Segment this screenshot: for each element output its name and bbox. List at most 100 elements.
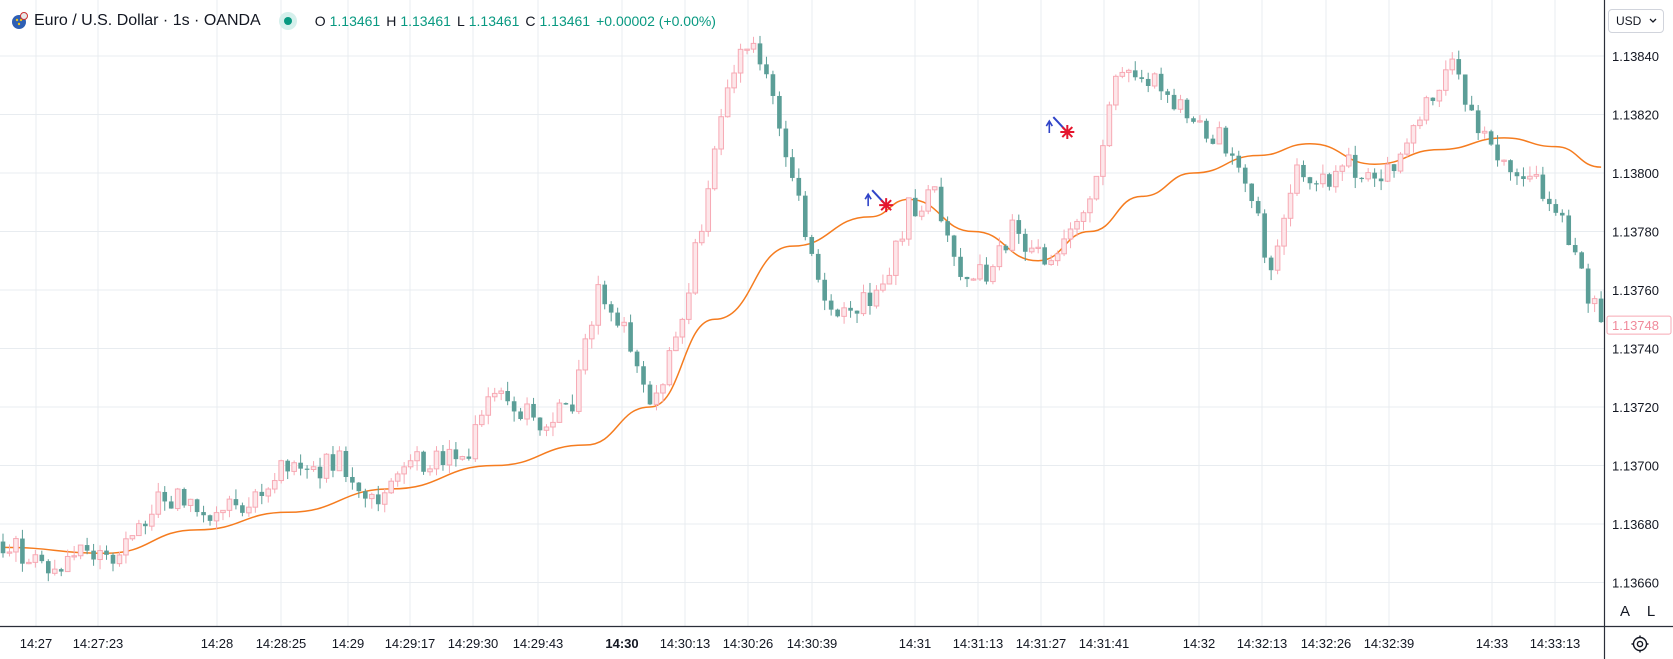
candle-body: [1262, 213, 1267, 258]
candle-body: [162, 491, 168, 502]
symbol-title[interactable]: Euro / U.S. Dollar · 1s · OANDA: [34, 12, 261, 29]
candle-body: [1054, 253, 1061, 262]
candle-body: [563, 403, 569, 405]
candle-body: [91, 550, 96, 560]
candle-body: [1579, 252, 1584, 269]
candle-body: [1009, 219, 1016, 251]
candle-body: [168, 501, 174, 509]
x-tick-label: 14:33: [1476, 636, 1509, 651]
candle-body: [39, 554, 45, 562]
candle-body: [1456, 59, 1462, 75]
candle-body: [977, 264, 983, 280]
x-tick-label: 14:31:41: [1079, 636, 1130, 651]
candle-body: [867, 292, 873, 307]
candle-body: [777, 95, 782, 129]
candle-body: [1501, 159, 1507, 162]
candle-body: [1210, 138, 1216, 144]
candle-body: [0, 541, 6, 554]
x-tick-label: 14:30:13: [660, 636, 711, 651]
candle-body: [692, 242, 699, 294]
candle-body: [485, 396, 492, 416]
settings-gear-icon[interactable]: [1630, 634, 1650, 654]
signal-star-icon: [1060, 125, 1075, 140]
log-scale-button[interactable]: L: [1646, 602, 1656, 620]
y-tick-label: 1.13760: [1612, 283, 1659, 298]
candle-body: [265, 488, 272, 497]
candle-body: [543, 426, 550, 431]
candle-body: [841, 307, 847, 317]
candle-body: [1301, 164, 1306, 178]
candle-body: [1585, 268, 1591, 304]
candle-body: [104, 550, 109, 555]
candle-body: [918, 210, 925, 217]
candle-body: [770, 74, 776, 96]
candle-body: [893, 240, 899, 276]
candle-body: [149, 513, 155, 527]
y-tick-label: 1.13680: [1612, 517, 1659, 532]
candle-body: [647, 384, 653, 405]
candle-body: [1339, 165, 1346, 172]
candle-body: [1397, 153, 1404, 172]
candle-body: [1462, 74, 1468, 105]
candle-body: [1042, 247, 1047, 265]
x-tick-label: 14:32:39: [1364, 636, 1415, 651]
x-tick-label: 14:31:27: [1016, 636, 1067, 651]
current-price-label: 1.13748: [1612, 318, 1659, 333]
candle-body: [97, 550, 103, 561]
candle-body: [129, 535, 136, 540]
auto-scale-button[interactable]: A: [1619, 602, 1630, 620]
candle-body: [537, 417, 543, 431]
candle-body: [478, 414, 485, 426]
candle-body: [1067, 228, 1074, 240]
candle-body: [964, 276, 970, 280]
candle-body: [1255, 201, 1261, 214]
candle-body: [1449, 58, 1456, 71]
candle-body: [718, 116, 724, 150]
moving-average-line: [2, 137, 1602, 555]
x-tick-label: 14:30:39: [787, 636, 838, 651]
candle-body: [394, 473, 401, 482]
x-tick-label: 14:27: [20, 636, 53, 651]
candle-body: [1074, 220, 1080, 230]
candle-body: [1145, 78, 1151, 86]
candle-body: [848, 307, 853, 311]
x-tick-label: 14:33:13: [1530, 636, 1581, 651]
candle-body: [13, 538, 19, 553]
candle-body: [136, 523, 142, 537]
candle-body: [233, 499, 239, 506]
y-tick-label: 1.13840: [1612, 49, 1659, 64]
candle-body: [1274, 245, 1281, 271]
y-tick-label: 1.13820: [1612, 108, 1659, 123]
signals-layer: [864, 116, 1075, 213]
candle-body: [1508, 160, 1513, 173]
candle-body: [1223, 127, 1229, 154]
candle-body: [1151, 73, 1158, 87]
open-label: O: [314, 13, 326, 29]
candle-body: [608, 304, 614, 313]
x-tick-label: 14:31:13: [953, 636, 1004, 651]
candle-body: [1307, 177, 1313, 184]
candle-body: [860, 292, 867, 315]
candle-body: [1080, 212, 1087, 222]
signal-marker[interactable]: [864, 189, 894, 213]
candle-body: [634, 351, 640, 367]
candle-body: [925, 189, 932, 212]
candle-body: [45, 561, 51, 574]
signal-star-icon: [879, 198, 894, 213]
up-arrow-icon: [1045, 119, 1053, 134]
currency-select[interactable]: USD: [1608, 9, 1664, 33]
candle-body: [1035, 246, 1042, 249]
signal-marker[interactable]: [1045, 116, 1075, 140]
candle-body: [1521, 176, 1526, 179]
candle-body: [1365, 172, 1371, 180]
candle-body: [1184, 99, 1190, 119]
candle-body: [336, 450, 343, 472]
candle-body: [317, 466, 323, 479]
candle-body: [6, 551, 13, 554]
candle-body: [1165, 91, 1170, 95]
candle-body: [835, 309, 840, 317]
candle-body: [854, 310, 860, 314]
x-tick-label: 14:29: [332, 636, 365, 651]
